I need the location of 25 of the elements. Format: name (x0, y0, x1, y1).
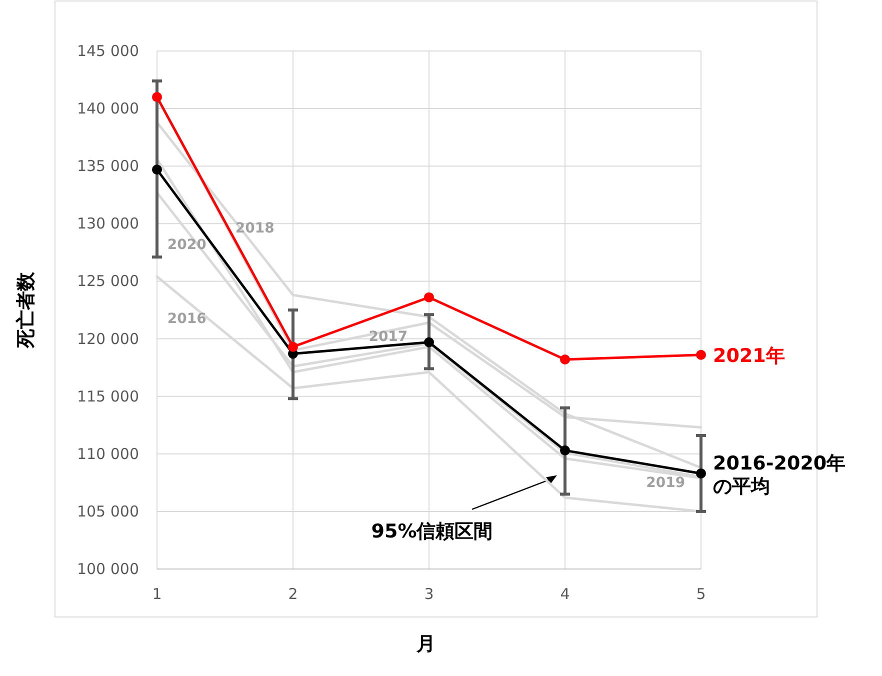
series-label: 2017 (368, 328, 408, 345)
y-tick-label: 110 000 (76, 444, 139, 463)
series-label: 2021年 (713, 344, 785, 367)
series-label: 2020 (167, 236, 207, 253)
x-tick-label: 1 (152, 585, 162, 603)
y-tick-label: 100 000 (76, 560, 139, 578)
y-tick-label: 125 000 (76, 272, 139, 290)
y-tick-label: 120 000 (76, 330, 139, 348)
annotation: 95%信頼区間 (371, 520, 493, 542)
y-tick-label: 140 000 (76, 100, 139, 118)
series-label: 2019 (646, 474, 686, 491)
x-axis-title: 月 (416, 633, 436, 655)
series-label: 2018 (235, 220, 274, 237)
y-tick-label: 115 000 (76, 387, 139, 406)
x-tick-label: 5 (696, 585, 706, 603)
x-tick-label: 4 (560, 585, 570, 603)
y-tick-label: 105 000 (76, 502, 139, 520)
series-label: 2016-2020年の平均 (713, 452, 846, 498)
x-tick-label: 2 (288, 585, 298, 603)
y-tick-label: 145 000 (76, 42, 139, 60)
y-axis-title: 死亡者数 (15, 271, 37, 349)
y-tick-label: 130 000 (76, 214, 139, 233)
y-tick-label: 135 000 (76, 157, 139, 176)
x-tick-label: 3 (424, 585, 434, 603)
series-label: 2016 (167, 311, 206, 328)
